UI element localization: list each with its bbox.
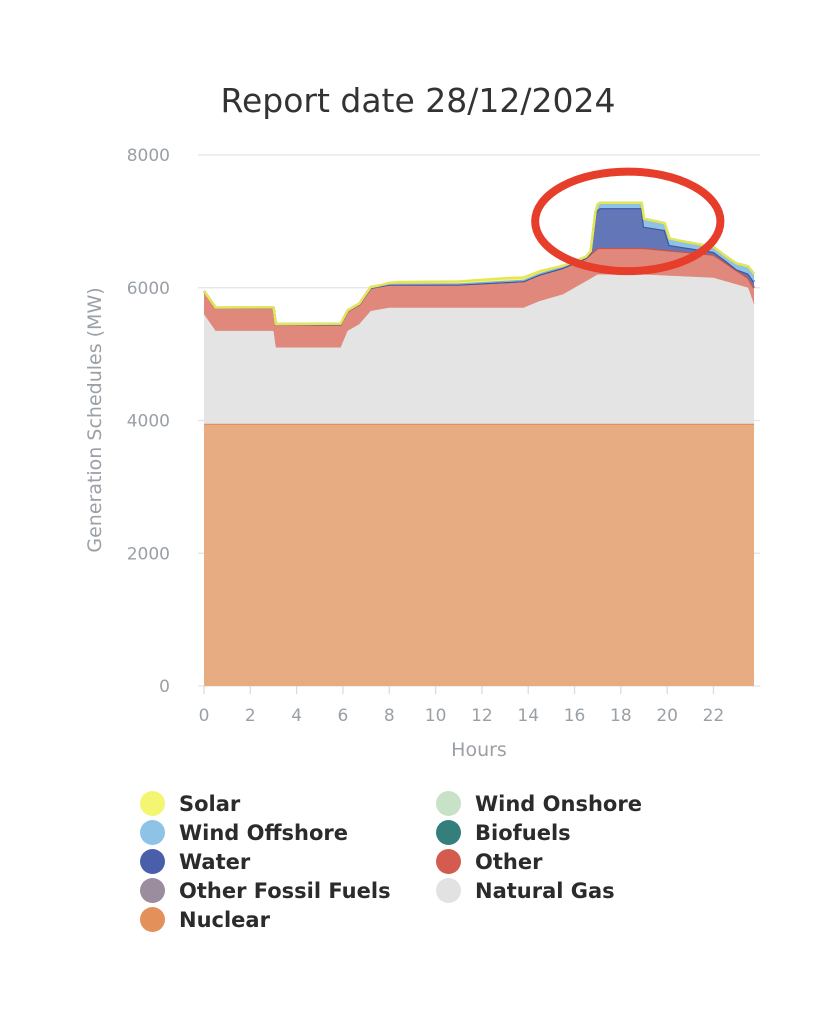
chart-svg: Report date 28/12/2024 0 2000 4000 6000 8000…	[84, 81, 760, 761]
legend-item-natural-gas[interactable]: Natural Gas	[436, 878, 736, 903]
x-tick-label: 2	[245, 706, 256, 726]
legend-swatch-icon	[140, 849, 165, 874]
legend: Solar Wind Onshore Wind Offshore Biofuels Wa…	[140, 791, 740, 932]
x-tick-label: 10	[425, 706, 447, 726]
x-tick-label: 0	[199, 706, 210, 726]
area-water	[204, 208, 754, 325]
legend-label: Biofuels	[475, 820, 571, 845]
x-tick-label: 14	[517, 706, 539, 726]
legend-swatch-icon	[436, 820, 461, 845]
area-natural-gas	[204, 274, 754, 424]
legend-item-water[interactable]: Water	[140, 849, 436, 874]
y-axis-label: Generation Schedules (MW)	[84, 287, 106, 552]
y-tick-label: 6000	[127, 279, 170, 299]
series-areas	[203, 201, 756, 686]
highlight-annotation	[531, 167, 725, 276]
line-solar	[203, 201, 755, 326]
x-tick-label: 18	[610, 706, 632, 726]
legend-item-nuclear[interactable]: Nuclear	[140, 907, 436, 932]
legend-label: Wind Offshore	[179, 820, 348, 845]
legend-swatch-icon	[140, 791, 165, 816]
y-tick-label: 4000	[127, 412, 170, 432]
legend-item-wind-offshore[interactable]: Wind Offshore	[140, 820, 436, 845]
legend-swatch-icon	[436, 849, 461, 874]
x-tick-label: 22	[703, 706, 725, 726]
legend-swatch-icon	[140, 820, 165, 845]
axis-ticks: 0 2000 4000 6000 8000 0 2 4 6 8 10 12 14 16 18 20 22	[127, 146, 725, 726]
legend-swatch-icon	[436, 878, 461, 903]
legend-label: Nuclear	[179, 907, 270, 932]
legend-item-wind-onshore[interactable]: Wind Onshore	[436, 791, 736, 816]
legend-item-solar[interactable]: Solar	[140, 791, 436, 816]
legend-item-other[interactable]: Other	[436, 849, 736, 874]
x-axis-label: Hours	[451, 739, 507, 761]
y-tick-label: 8000	[127, 146, 170, 166]
legend-label: Wind Onshore	[475, 791, 642, 816]
y-tick-label: 0	[159, 677, 170, 697]
legend-item-biofuels[interactable]: Biofuels	[436, 820, 736, 845]
legend-label: Water	[179, 849, 251, 874]
legend-label: Other Fossil Fuels	[179, 878, 391, 903]
x-tick-label: 16	[564, 706, 586, 726]
legend-item-other-fossil-fuels[interactable]: Other Fossil Fuels	[140, 878, 436, 903]
x-tick-label: 4	[291, 706, 302, 726]
x-tick-label: 6	[338, 706, 349, 726]
highlight-circle	[531, 167, 725, 276]
chart-title: Report date 28/12/2024	[221, 81, 616, 120]
legend-label: Solar	[179, 791, 241, 816]
area-nuclear	[204, 423, 754, 686]
x-tick-label: 12	[471, 706, 493, 726]
legend-label: Natural Gas	[475, 878, 615, 903]
x-tick-label: 8	[384, 706, 395, 726]
x-tick-label: 20	[656, 706, 678, 726]
legend-swatch-icon	[140, 907, 165, 932]
legend-swatch-icon	[140, 878, 165, 903]
y-tick-label: 2000	[127, 544, 170, 564]
legend-label: Other	[475, 849, 543, 874]
legend-swatch-icon	[436, 791, 461, 816]
